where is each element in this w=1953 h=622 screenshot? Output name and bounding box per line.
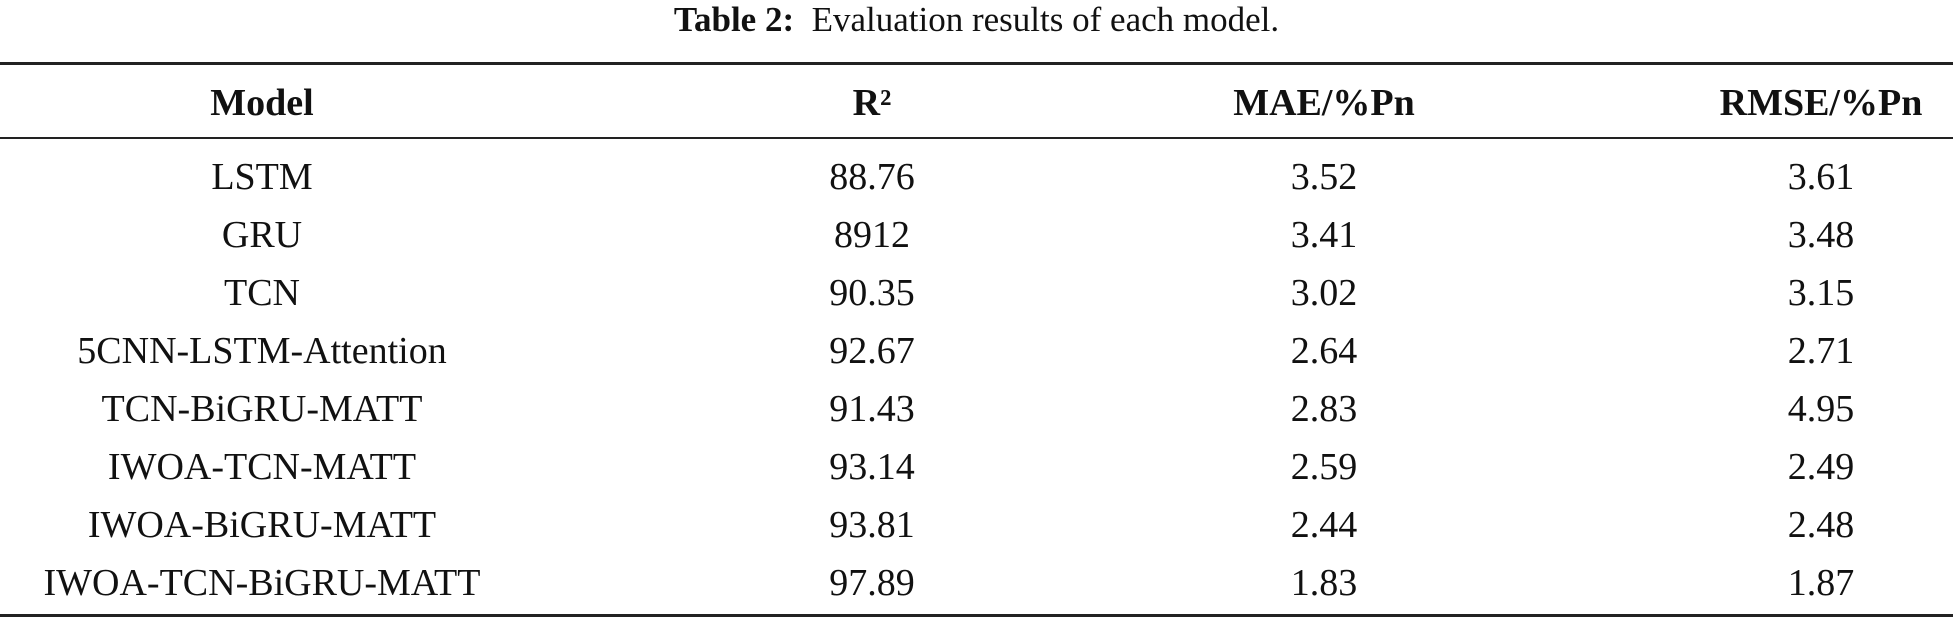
table-cell: LSTM <box>211 156 313 198</box>
header-rule <box>0 137 1953 139</box>
bottom-rule <box>0 614 1953 617</box>
table-cell: TCN-BiGRU-MATT <box>101 388 423 430</box>
table-cell: 2.83 <box>1290 388 1358 430</box>
header-cell: MAE/%Pn <box>1233 82 1415 124</box>
caption: Table 2: Evaluation results of each mode… <box>0 0 1953 40</box>
table-cell: 93.81 <box>829 504 915 546</box>
table-cell: 2.64 <box>1290 330 1358 372</box>
table-cell: 8912 <box>834 214 910 256</box>
table-cell: 5CNN-LSTM-Attention <box>77 330 447 372</box>
table-cell: 2.49 <box>1787 446 1855 488</box>
table-cell: 3.52 <box>1290 156 1358 198</box>
table-cell: 3.15 <box>1787 272 1855 314</box>
top-rule <box>0 62 1953 65</box>
table-cell: 3.61 <box>1787 156 1855 198</box>
table-cell: 93.14 <box>829 446 915 488</box>
caption-label: Table 2: <box>673 0 795 39</box>
table-cell: 91.43 <box>829 388 915 430</box>
table-cell: 1.87 <box>1787 562 1855 604</box>
table-cell: IWOA-TCN-MATT <box>107 446 417 488</box>
header-cell: R² <box>852 82 892 124</box>
table-cell: 2.44 <box>1290 504 1358 546</box>
table-cell: 2.59 <box>1290 446 1358 488</box>
table-cell: 2.71 <box>1787 330 1855 372</box>
table-cell: 4.95 <box>1787 388 1855 430</box>
table-cell: 97.89 <box>829 562 915 604</box>
table-cell: GRU <box>221 214 303 256</box>
table-cell: IWOA-BiGRU-MATT <box>87 504 437 546</box>
table-cell: TCN <box>224 272 300 314</box>
table-cell: 92.67 <box>829 330 915 372</box>
table-cell: IWOA-TCN-BiGRU-MATT <box>43 562 481 604</box>
table-cell: 1.83 <box>1290 562 1358 604</box>
table-cell: 90.35 <box>829 272 915 314</box>
table-cell: 3.48 <box>1787 214 1855 256</box>
table-cell: 88.76 <box>829 156 915 198</box>
table-cell: 2.48 <box>1787 504 1855 546</box>
table-cell: 3.02 <box>1290 272 1358 314</box>
caption-text: Evaluation results of each model. <box>811 0 1280 39</box>
header-cell: RMSE/%Pn <box>1719 82 1923 124</box>
table-cell: 3.41 <box>1290 214 1358 256</box>
header-cell: Model <box>210 82 314 124</box>
